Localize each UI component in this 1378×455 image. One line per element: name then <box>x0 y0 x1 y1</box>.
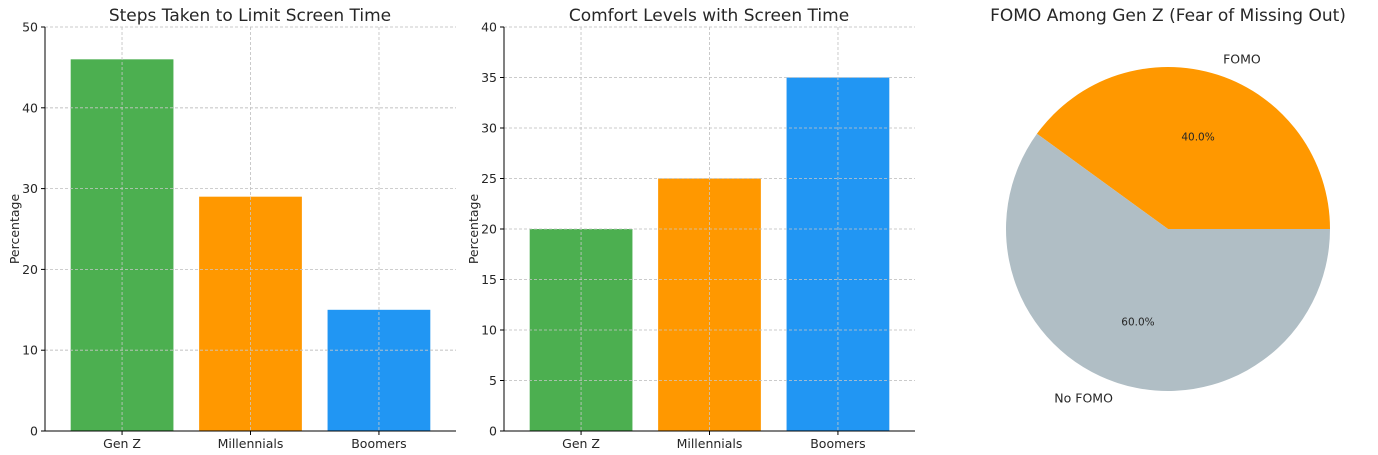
y-tick-label: 10 <box>22 343 38 358</box>
y-tick-label: 40 <box>481 20 497 35</box>
pie-slice <box>1036 66 1330 229</box>
y-axis-label: Percentage <box>7 194 22 265</box>
bar <box>70 59 174 431</box>
chart-title: Comfort Levels with Screen Time <box>569 6 849 26</box>
y-tick-label: 50 <box>22 20 38 35</box>
y-tick-label: 20 <box>481 222 497 237</box>
y-tick-label: 10 <box>481 323 497 338</box>
pie-slice-label: No FOMO <box>1054 390 1113 405</box>
chart-title: Steps Taken to Limit Screen Time <box>109 6 391 26</box>
bar-chart-steps: Steps Taken to Limit Screen Time Percent… <box>7 6 456 451</box>
y-tick-label: 40 <box>22 100 38 115</box>
y-tick-label: 0 <box>489 424 497 439</box>
y-tick-label: 25 <box>481 171 497 186</box>
y-tick-label: 0 <box>30 424 38 439</box>
pie-slice-label: FOMO <box>1223 52 1261 67</box>
x-tick-label: Boomers <box>351 436 406 451</box>
pie-percent-label: 40.0% <box>1181 132 1214 144</box>
pie-slice <box>1006 133 1331 391</box>
x-tick-label: Gen Z <box>562 436 600 451</box>
y-tick-label: 15 <box>481 272 497 287</box>
pie-chart-fomo: FOMO Among Gen Z (Fear of Missing Out) F… <box>990 6 1346 405</box>
chart-title: FOMO Among Gen Z (Fear of Missing Out) <box>990 6 1346 26</box>
y-tick-label: 30 <box>22 181 38 196</box>
y-tick-label: 20 <box>22 262 38 277</box>
y-axis-label: Percentage <box>466 194 481 265</box>
y-tick-label: 30 <box>481 121 497 136</box>
x-tick-label: Gen Z <box>103 436 141 451</box>
y-tick-label: 35 <box>481 70 497 85</box>
y-tick-label: 5 <box>489 373 497 388</box>
x-tick-label: Boomers <box>810 436 865 451</box>
x-tick-label: Millennials <box>218 436 284 451</box>
x-tick-label: Millennials <box>677 436 743 451</box>
bar-chart-comfort: Comfort Levels with Screen Time Percenta… <box>466 6 915 451</box>
pie-percent-label: 60.0% <box>1121 316 1154 328</box>
